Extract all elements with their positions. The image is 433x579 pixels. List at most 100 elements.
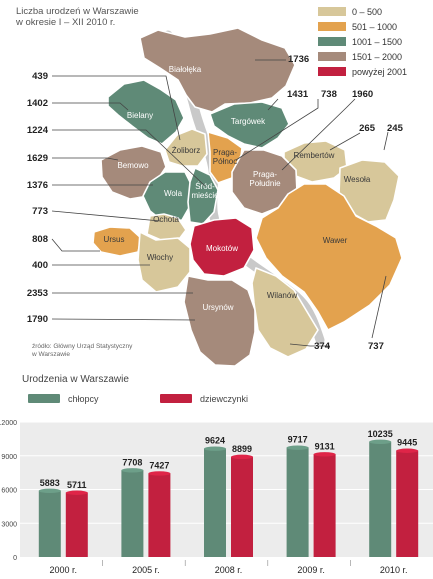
x-tick-1: 2005 r.: [132, 565, 160, 575]
value-mokotow: 2353: [27, 288, 48, 299]
legend-label-4: powyżej 2001: [352, 67, 407, 77]
legend-swatch-0: [318, 7, 346, 16]
chart-gridlines: [20, 421, 433, 524]
leader-line-ursus: [51, 238, 100, 252]
district-map: [92, 27, 403, 367]
bar-value-chlopcy-4: 10235: [368, 429, 393, 439]
bar-chlopcy-4: [369, 441, 392, 557]
x-tick-4: 2010 r.: [380, 565, 408, 575]
y-tick-1: 3000: [1, 521, 17, 528]
x-tick-2: 2008 r.: [215, 565, 243, 575]
legend: 0 – 500 501 – 1000 1001 – 1500 1501 – 2000 p…: [318, 7, 407, 77]
district-label-bemowo: Bemowo: [117, 161, 149, 170]
district-ursynow: [183, 275, 256, 367]
bar-legend: chłopcy dziewczynki: [28, 394, 248, 404]
chart-title: Urodzenia w Warszawie: [22, 374, 129, 385]
bar-value-chlopcy-0: 5883: [40, 478, 60, 488]
bar-cap-dziewczynki-4: [396, 448, 419, 453]
value-ursynow: 1790: [27, 314, 48, 325]
value-targowek: 1431: [287, 89, 309, 100]
bar-cap-dziewczynki-2: [231, 454, 253, 460]
bar-value-chlopcy-1: 7708: [122, 457, 142, 467]
district-label-bialoleka: Białołęka: [169, 65, 202, 74]
legend-label-2: 1001 – 1500: [352, 37, 402, 47]
district-wilanow: [251, 267, 319, 358]
bar-value-dziewczynki-2: 8899: [232, 444, 252, 454]
district-wawer: [255, 183, 403, 331]
bar-value-dziewczynki-3: 9131: [315, 441, 335, 451]
value-zoliborz: 439: [32, 71, 48, 82]
bar-value-dziewczynki-4: 9445: [397, 438, 417, 448]
district-label-wesola: Wesoła: [344, 175, 371, 184]
source-line2: w Warszawie: [32, 350, 71, 358]
leader-line-bielany: [52, 102, 129, 111]
bar-cap-chlopcy-1: [121, 468, 144, 473]
bar-legend-swatch-1: [160, 394, 192, 403]
leader-line-praga-poludnie: [281, 98, 356, 171]
bar-chlopcy-0: [38, 490, 61, 557]
leader-line-zoliborz: [52, 75, 181, 141]
leader-line-rembertow: [329, 132, 361, 151]
source-note: źródło: Główny Urząd Statystyczny w Wars…: [32, 343, 142, 358]
bar-cap-chlopcy-2: [204, 446, 226, 451]
bar-dziewczynki-2: [231, 456, 253, 557]
leader-line-wesola: [383, 131, 389, 151]
value-wlochy: 400: [32, 260, 48, 271]
y-tick-4: 12000: [0, 420, 17, 427]
chart-bars: 5883 5711 7708 7427 9624 8899 9717 9131 10235 944…: [38, 429, 419, 557]
bar-dziewczynki-3: [313, 454, 336, 557]
x-tick-3: 2009 r.: [297, 565, 325, 575]
district-label-praga-polnoc: Praga-Północ: [213, 148, 238, 166]
map-title: Liczba urodzeń w Warszawie w okresie I –…: [16, 6, 156, 28]
district-label-ursus: Ursus: [104, 235, 125, 244]
legend-swatch-1: [318, 22, 346, 31]
bar-value-dziewczynki-0: 5711: [67, 480, 87, 490]
value-ursus: 808: [32, 234, 48, 245]
bar-cap-chlopcy-4: [369, 439, 392, 445]
chart-y-ticks: 0 3000 6000 9000 12000: [0, 420, 17, 562]
value-ochota: 773: [32, 206, 48, 217]
district-label-zoliborz: Żoliborz: [172, 146, 200, 155]
leader-line-targowek: [267, 98, 279, 111]
leader-line-ursynow: [51, 318, 196, 321]
chart-x-ticks: 2000 r. 2005 r. 2008 r. 2009 r. 2010 r.: [50, 560, 408, 575]
district-label-targowek: Targówek: [231, 117, 266, 126]
district-label-srod-miescie: Śród-mieście: [191, 182, 219, 200]
value-srod-miescie: 1224: [27, 125, 49, 136]
value-wawer: 737: [368, 341, 384, 352]
district-wlochy: [137, 231, 191, 293]
district-label-praga-poludnie: Praga-Południe: [249, 170, 281, 188]
y-tick-2: 6000: [1, 488, 17, 495]
district-label-bielany: Bielany: [127, 111, 153, 120]
bar-cap-chlopcy-0: [38, 488, 61, 494]
bar-dziewczynki-0: [65, 492, 88, 557]
bar-value-dziewczynki-1: 7427: [149, 460, 169, 470]
legend-swatch-4: [318, 67, 346, 76]
district-bialoleka: [139, 27, 296, 113]
district-label-mokotow: Mokotów: [206, 244, 238, 253]
leader-lines: [51, 59, 389, 347]
bar-value-chlopcy-2: 9624: [205, 436, 225, 446]
district-mokotow: [189, 217, 255, 277]
value-wola: 1376: [27, 180, 48, 191]
district-values: 1736 1402 1431 439 738 1629 265 1376 1224 1960 245…: [27, 54, 404, 352]
bar-chlopcy-1: [121, 470, 144, 557]
x-tick-0: 2000 r.: [50, 565, 78, 575]
district-wola: [142, 171, 193, 223]
bar-dziewczynki-1: [148, 473, 171, 557]
value-bemowo: 1629: [27, 153, 48, 164]
leader-line-ochota: [51, 210, 161, 222]
district-labels: Białołęka Bielany Targówek Żoliborz Praga-Pó…: [104, 65, 371, 312]
bar-dziewczynki-4: [396, 450, 419, 557]
legend-label-1: 501 – 1000: [352, 22, 397, 32]
map-title-line1: Liczba urodzeń w Warszawie: [16, 6, 139, 17]
leader-line-wawer: [371, 275, 387, 339]
value-praga-poludnie: 1960: [352, 89, 373, 100]
legend-label-3: 1501 – 2000: [352, 52, 402, 62]
y-tick-3: 9000: [1, 454, 17, 461]
bar-cap-dziewczynki-1: [148, 471, 171, 476]
value-bialoleka: 1736: [288, 54, 309, 65]
bar-legend-label-0: chłopcy: [68, 394, 99, 404]
district-label-ochota: Ochota: [153, 215, 179, 224]
